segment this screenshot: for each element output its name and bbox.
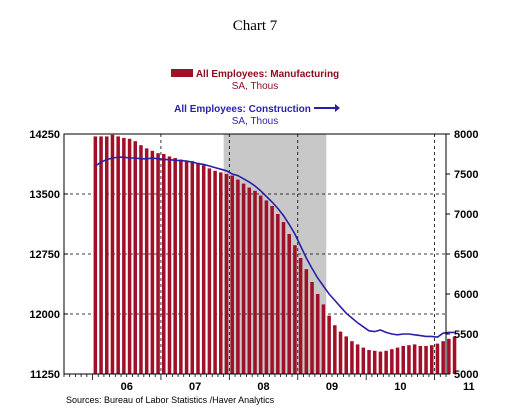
manufacturing-bar [384,350,388,374]
right-tick-label: 7000 [454,209,478,221]
manufacturing-bar [156,153,160,374]
manufacturing-bar [241,183,246,374]
manufacturing-bar [258,195,263,374]
x-tick-label: 11 [463,381,475,393]
right-tick-label: 6500 [454,249,478,261]
manufacturing-bar [304,269,309,374]
right-tick-label: 5500 [454,329,478,341]
manufacturing-bar [401,346,406,374]
manufacturing-bar [219,172,223,374]
chart-title: Chart 7 [232,18,278,34]
legend-construction-label: All Employees: Construction [174,104,311,115]
legend-construction: All Employees: Construction SA, Thous [0,104,510,128]
manufacturing-bar [327,315,331,374]
manufacturing-bar [355,344,360,374]
left-tick-label: 12000 [29,309,60,321]
x-tick-label: 07 [189,381,201,393]
x-tick-label: 09 [326,381,338,393]
manufacturing-bar [110,134,115,374]
manufacturing-bar [99,136,103,374]
manufacturing-bar [93,136,98,374]
manufacturing-bar [429,345,434,374]
manufacturing-bar [372,350,377,374]
right-tick-label: 7500 [454,169,478,181]
manufacturing-bar [447,338,451,374]
manufacturing-bar [116,136,120,374]
manufacturing-bar [264,200,269,374]
manufacturing-bar [230,175,234,374]
manufacturing-bar [144,148,149,374]
manufacturing-bar [281,222,286,374]
manufacturing-bar [395,347,400,374]
manufacturing-swatch [170,69,193,78]
manufacturing-bar [133,141,138,374]
x-tick-label: 08 [257,381,269,393]
manufacturing-bar [350,341,354,374]
manufacturing-bar [127,138,132,374]
manufacturing-bar [333,325,337,374]
right-tick-label: 5000 [454,369,478,381]
manufacturing-bar [390,349,394,374]
right-tick-label: 8000 [454,129,478,141]
manufacturing-bar [104,136,109,374]
manufacturing-bar [162,154,166,374]
manufacturing-bar [310,282,314,374]
manufacturing-bar [338,331,343,374]
legend-manufacturing-label: All Employees: Manufacturing [195,69,340,80]
manufacturing-bar [190,161,195,374]
manufacturing-bar [122,138,126,374]
manufacturing-bar [367,350,371,374]
manufacturing-bar [378,351,383,374]
manufacturing-bar [150,150,155,374]
manufacturing-bar [207,168,212,374]
manufacturing-bar [361,347,366,374]
manufacturing-bar [418,346,423,374]
manufacturing-bar [452,336,457,374]
manufacturing-bar [253,190,257,374]
manufacturing-bar [344,336,348,374]
construction-swatch [313,104,340,113]
left-tick-label: 12750 [29,249,60,261]
manufacturing-bar [321,304,326,374]
manufacturing-bar [298,258,303,374]
manufacturing-bar [167,156,172,374]
manufacturing-bar [270,206,274,374]
manufacturing-bar [315,294,320,374]
manufacturing-bar [276,214,280,374]
legend-manufacturing: All Employees: Manufacturing SA, Thous [0,69,510,93]
manufacturing-bar [179,159,183,374]
manufacturing-bar [173,158,177,374]
manufacturing-bar [139,145,143,374]
manufacturing-bar [213,170,217,374]
left-tick-label: 14250 [29,129,60,141]
left-tick-label: 11250 [30,369,60,381]
manufacturing-bar [412,344,417,374]
manufacturing-bar [435,343,440,374]
manufacturing-bar [184,160,189,374]
source-note: Sources: Bureau of Labor Statistics /Hav… [66,395,275,405]
manufacturing-bar [293,245,297,374]
x-tick-label: 06 [121,381,133,393]
manufacturing-bar [424,346,428,374]
manufacturing-bar [196,162,200,374]
manufacturing-bar [224,174,229,374]
construction-line [94,156,455,339]
legend-construction-unit: SA, Thous [231,116,279,127]
manufacturing-bar [201,165,206,374]
manufacturing-bar [407,345,411,374]
manufacturing-bar [247,187,252,374]
x-tick-label: 10 [394,381,406,393]
legend-manufacturing-unit: SA, Thous [231,81,279,92]
manufacturing-bar [287,234,291,374]
right-tick-label: 6000 [454,289,478,301]
left-tick-label: 13500 [29,189,60,201]
manufacturing-bar [441,341,445,374]
manufacturing-bar [236,179,240,374]
